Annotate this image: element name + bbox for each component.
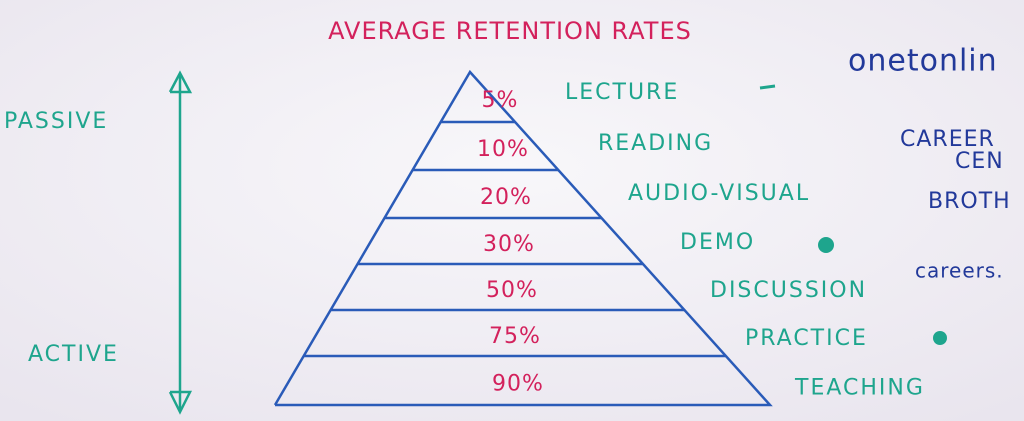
note: BROTH [928, 189, 1011, 214]
level-percent: 75% [489, 324, 541, 349]
dash [759, 84, 776, 90]
level-label: DEMO [680, 230, 755, 255]
level-percent: 20% [480, 185, 532, 210]
dot [933, 331, 947, 345]
note: CAREER [900, 127, 995, 152]
passive-label: PASSIVE [4, 109, 108, 134]
title: AVERAGE RETENTION RATES [328, 17, 692, 45]
level-percent: 30% [483, 232, 535, 257]
dot [818, 237, 834, 253]
level-label: DISCUSSION [710, 278, 867, 303]
level-percent: 5% [482, 88, 519, 113]
level-label: PRACTICE [745, 326, 868, 351]
scale-arrow [168, 70, 193, 415]
level-label: AUDIO-VISUAL [628, 181, 810, 206]
note: CEN [955, 149, 1004, 174]
level-percent: 10% [477, 137, 529, 162]
pyramid [273, 69, 773, 407]
active-label: ACTIVE [28, 342, 119, 367]
note: onetonlin [848, 44, 998, 79]
level-percent: 50% [486, 278, 538, 303]
level-label: LECTURE [565, 80, 679, 105]
note: careers. [915, 259, 1004, 283]
level-label: TEACHING [794, 376, 925, 401]
level-percent: 90% [492, 372, 544, 397]
level-label: READING [598, 131, 713, 156]
